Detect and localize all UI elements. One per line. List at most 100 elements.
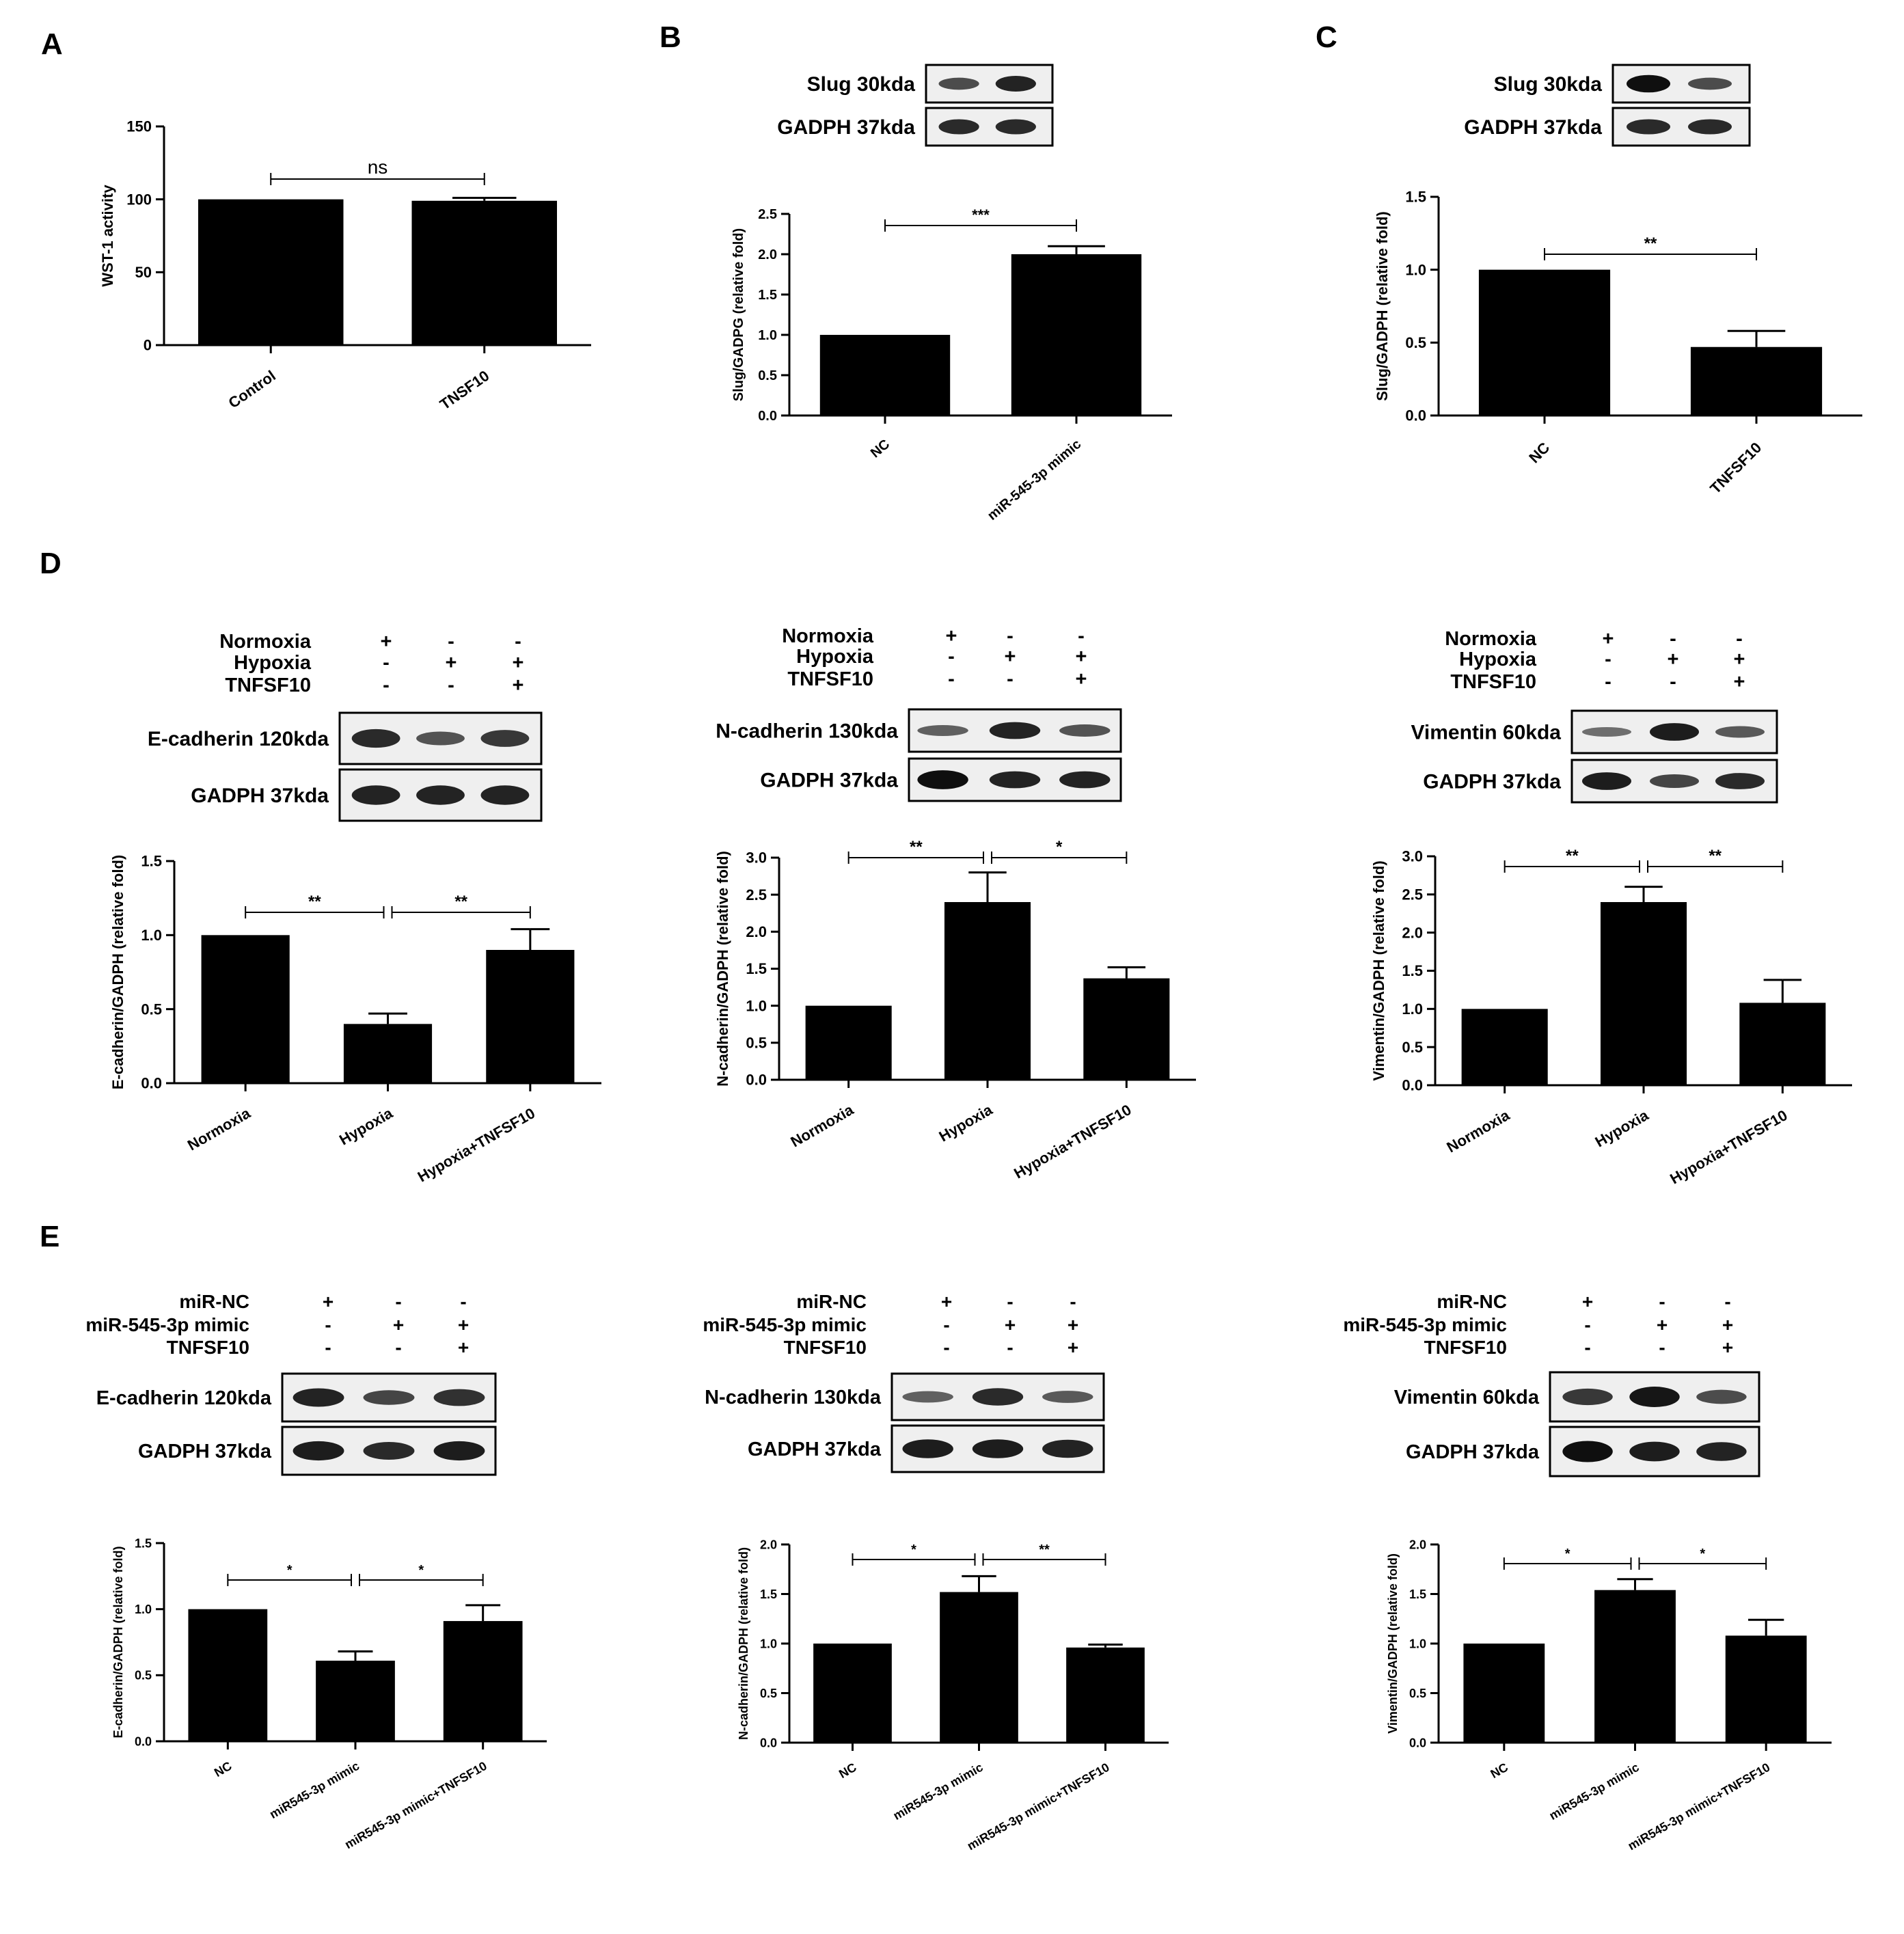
x-tick-label: Hypoxia: [936, 1101, 996, 1145]
treatment-sign: -: [448, 675, 454, 696]
blot-band: [995, 76, 1036, 92]
treatment-sign: -: [460, 1291, 466, 1312]
treatment-sign: -: [1659, 1291, 1665, 1312]
blot-band: [1059, 724, 1111, 737]
blot-band: [902, 1439, 953, 1458]
x-tick-label: Hypoxia+TNFSF10: [1667, 1106, 1790, 1188]
treatment-sign: -: [948, 646, 955, 668]
bar: [805, 1005, 892, 1080]
treatment-sign: -: [1007, 1337, 1013, 1358]
treatment-label: TNFSF10: [1424, 1337, 1507, 1358]
y-tick-label: 0.0: [1409, 1736, 1426, 1749]
y-tick-label: 1.0: [746, 997, 767, 1014]
bar-chart-7: 0.0 0.5 1.0 1.5 2.0 N-cadherin/GADPH (relativ…: [737, 1538, 1169, 1853]
bar: [343, 1024, 433, 1083]
treatment-label: TNFSF10: [225, 675, 311, 696]
bar: [1690, 346, 1823, 416]
treatment-sign: -: [1670, 671, 1676, 693]
x-tick-label: miR545-3p mimic+TNFSF10: [965, 1760, 1112, 1853]
y-axis-label: N-cadherin/GADPH (relative fold): [714, 851, 731, 1087]
treatment-label: Normoxia: [1445, 628, 1537, 650]
y-tick-label: 3.0: [746, 849, 767, 867]
blot-band: [1629, 1387, 1680, 1407]
treatment-sign: -: [1670, 628, 1676, 650]
blot-band: [363, 1442, 415, 1460]
treatment-label: miR-NC: [1437, 1291, 1507, 1312]
significance-label: *: [1056, 838, 1063, 856]
treatment-sign: +: [1603, 628, 1614, 650]
western-blot-2: Normoxia + - -Hypoxia - + +TNFSF10- - +E-cadheri…: [148, 631, 543, 822]
bar: [1739, 1003, 1826, 1085]
y-tick-label: 50: [135, 264, 152, 281]
significance-label: *: [1700, 1547, 1705, 1562]
y-tick-label: 1.5: [1409, 1588, 1426, 1601]
y-axis-label: Slug/GADPG (relative fold): [731, 228, 746, 401]
treatment-sign: +: [1005, 1314, 1016, 1335]
western-blot-6: miR-NC + - -miR-545-3p mimic - + +TNFSF10- - +N-…: [703, 1291, 1105, 1473]
treatment-label: Normoxia: [782, 625, 874, 647]
western-blot-4: Normoxia + - -Hypoxia - + +TNFSF10- - +Vimentin …: [1411, 628, 1778, 804]
treatment-label: miR-545-3p mimic: [1343, 1314, 1507, 1335]
y-tick-label: 0.0: [1405, 407, 1426, 424]
x-tick-label: NC: [837, 1760, 859, 1781]
y-tick-label: 1.5: [1405, 189, 1426, 206]
bar: [1461, 1009, 1548, 1085]
western-blot-3: Normoxia + - -Hypoxia - + +TNFSF10- - +N-cadheri…: [716, 625, 1122, 802]
treatment-sign: -: [1584, 1314, 1590, 1335]
treatment-label: TNFSF10: [787, 668, 873, 690]
bar: [411, 200, 557, 345]
treatment-sign: +: [1722, 1314, 1733, 1335]
y-axis-label: N-cadherin/GADPH (relative fold): [737, 1547, 750, 1740]
y-tick-label: 0.5: [1409, 1687, 1426, 1700]
blot-band: [480, 730, 530, 747]
treatment-sign: -: [1605, 649, 1611, 670]
treatment-label: Hypoxia: [1459, 649, 1537, 670]
bar: [443, 1621, 523, 1741]
y-tick-label: 0.0: [746, 1072, 767, 1089]
y-tick-label: 0.5: [141, 1000, 162, 1018]
bar: [1600, 902, 1687, 1085]
treatment-label: Normoxia: [219, 631, 312, 653]
y-axis-label: E-cadherin/GADPH (relative fold): [109, 855, 126, 1090]
treatment-sign: -: [1605, 671, 1611, 693]
blot-band-label: Slug 30kda: [807, 73, 916, 96]
treatment-sign: -: [943, 1337, 949, 1358]
bar: [1463, 1644, 1545, 1743]
treatment-label: miR-545-3p mimic: [85, 1314, 249, 1335]
bar: [1011, 254, 1142, 416]
x-tick-label: miR545-3p mimic: [1547, 1760, 1641, 1823]
y-tick-label: 0.0: [141, 1075, 162, 1092]
bar: [201, 935, 290, 1083]
treatment-sign: -: [943, 1314, 949, 1335]
blot-band: [972, 1439, 1024, 1458]
treatment-sign: -: [383, 675, 390, 696]
y-tick-label: 0.5: [746, 1035, 767, 1052]
blot-band: [1627, 119, 1670, 135]
blot-band-label: Slug 30kda: [1494, 73, 1603, 96]
y-tick-label: 0.5: [760, 1687, 777, 1700]
blot-band-label: GADPH 37kda: [1464, 116, 1602, 139]
blot-band: [1715, 773, 1765, 789]
blot-band: [1650, 723, 1699, 741]
treatment-sign: +: [458, 1314, 469, 1335]
bar-chart-3: 0.0 0.5 1.0 1.5 E-cadherin/GADPH (relative f…: [109, 853, 601, 1186]
y-tick-label: 1.0: [135, 1603, 152, 1616]
y-tick-label: 150: [126, 118, 152, 135]
panel-label-b: B: [659, 21, 681, 54]
western-blot-7: miR-NC + - -miR-545-3p mimic - + +TNFSF10- - +Vi…: [1343, 1291, 1760, 1477]
y-tick-label: 2.0: [758, 247, 777, 262]
blot-band: [1059, 771, 1111, 789]
y-axis-label: Slug/GADPH (relative fold): [1374, 211, 1391, 400]
y-tick-label: 1.0: [1405, 261, 1426, 278]
treatment-sign: +: [1657, 1314, 1668, 1335]
y-tick-label: 1.0: [1402, 1000, 1423, 1018]
blot-band: [1688, 77, 1732, 90]
x-tick-label: Normoxia: [1444, 1106, 1513, 1156]
y-tick-label: 1.0: [760, 1637, 777, 1650]
bar: [940, 1592, 1018, 1743]
blot-band: [1582, 772, 1631, 790]
blot-band: [902, 1391, 953, 1403]
blot-band-label: E-cadherin 120kda: [148, 728, 329, 750]
significance-label: **: [1709, 847, 1722, 865]
y-tick-label: 1.0: [1409, 1637, 1426, 1650]
